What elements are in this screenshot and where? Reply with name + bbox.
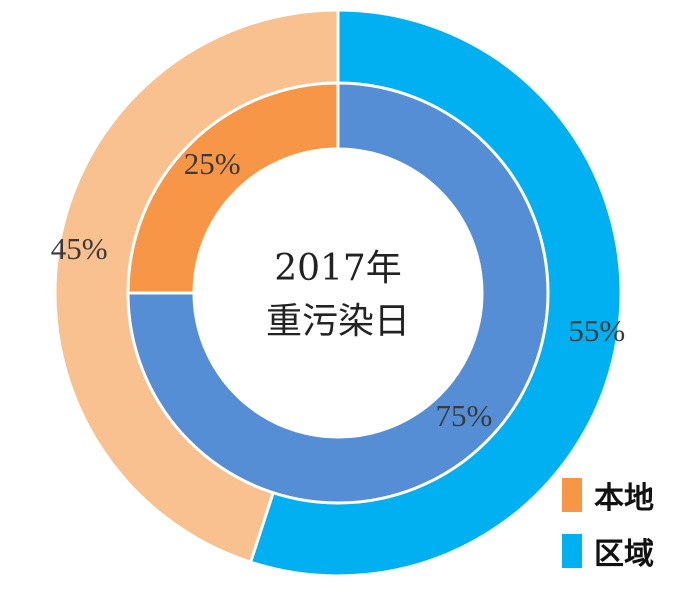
legend-item-local: 本地 bbox=[562, 478, 654, 516]
inner-ring-slice-1 bbox=[126, 81, 340, 295]
center-label-line-1: 2017年 bbox=[274, 248, 402, 289]
outer-ring-data-label-1: 45% bbox=[51, 231, 108, 266]
legend-label-local: 本地 bbox=[594, 481, 654, 516]
legend-swatch-regional bbox=[562, 534, 582, 568]
legend-label-regional: 区域 bbox=[594, 537, 654, 572]
slice-group bbox=[53, 8, 623, 578]
legend-item-regional: 区域 bbox=[562, 534, 654, 572]
inner-ring-data-label-0: 75% bbox=[435, 398, 492, 433]
data-label-group: 55% 45% 75% 25% bbox=[51, 146, 625, 433]
legend: 本地 区域 bbox=[562, 478, 654, 590]
inner-ring-slice-0 bbox=[126, 81, 550, 505]
outer-ring-data-label-0: 55% bbox=[568, 313, 625, 348]
legend-swatch-local bbox=[562, 478, 582, 512]
inner-ring-data-label-1: 25% bbox=[184, 146, 241, 181]
center-label-line-2: 重污染日 bbox=[266, 301, 410, 342]
